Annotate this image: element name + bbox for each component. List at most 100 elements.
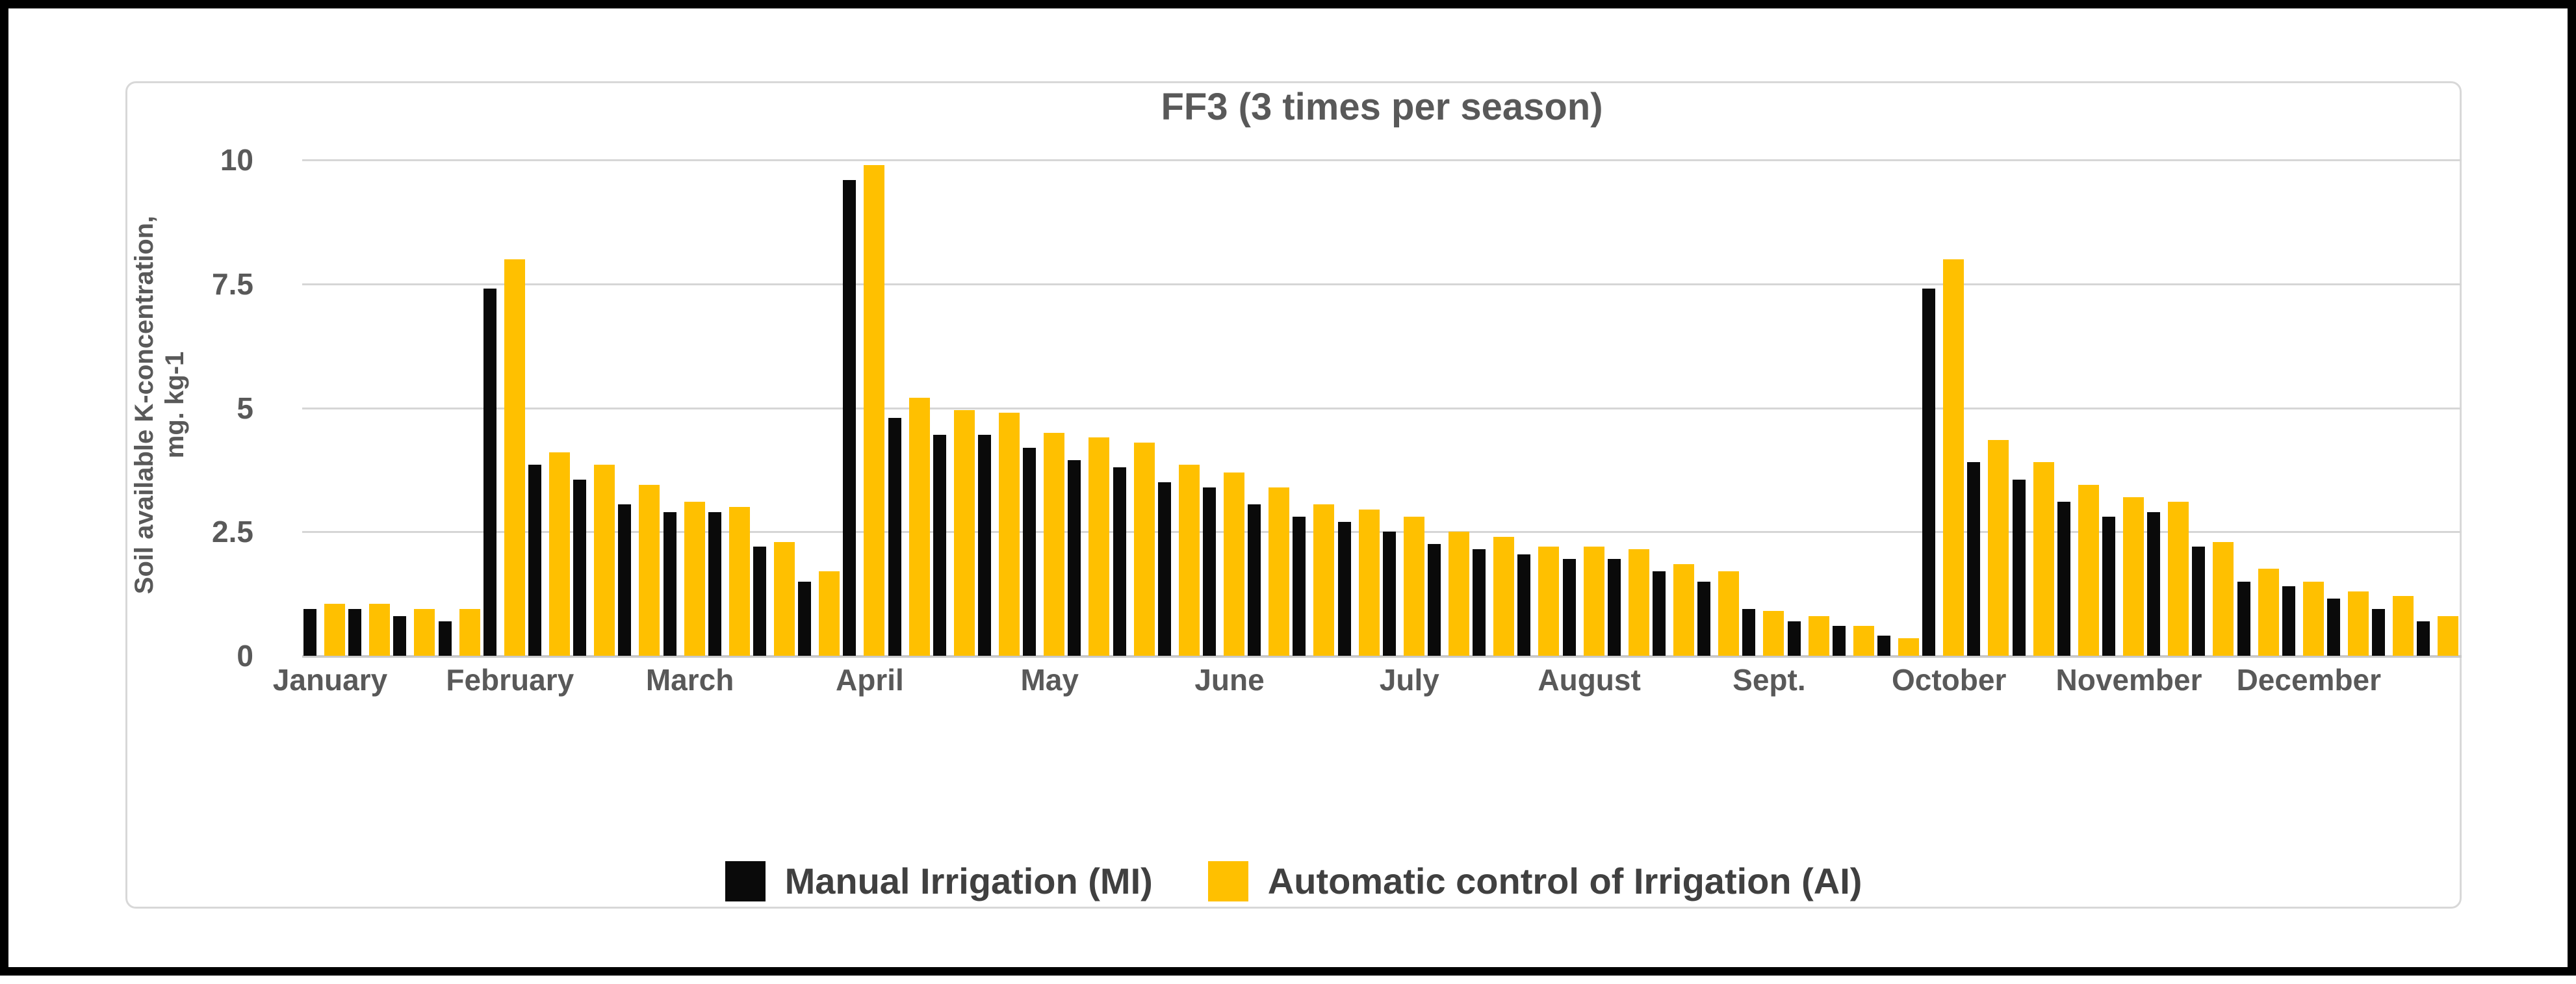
y-tick-label: 7.5 [212,266,253,301]
bar-ai [414,609,435,656]
bar-ai [774,542,795,656]
y-tick-label: 0 [237,639,253,673]
legend-label-mi: Manual Irrigation (MI) [784,861,1153,901]
bar-mi [843,180,857,656]
bar-mi [933,435,946,656]
bar-ai [2302,582,2324,656]
bar-ai [684,502,705,656]
bar-ai [2168,502,2189,656]
bar-mi [1428,544,1441,656]
bar-mi [1832,626,1846,656]
bar-ai [819,571,840,656]
bar-mi [1562,559,1576,656]
bar-mi [1967,462,1981,656]
bar-ai [1224,473,1244,656]
bar-mi [2327,599,2340,656]
legend-item-mi: Manual Irrigation (MI) [725,860,1153,902]
y-tick-label: 10 [220,143,253,177]
bar-mi [888,418,901,656]
legend-label-ai: Automatic control of Irrigation (AI) [1267,861,1862,901]
bar-ai [728,507,750,656]
bar-mi [2102,517,2115,656]
bar-mi [1653,571,1666,656]
bar-ai [2348,591,2369,656]
bar-mi [1473,549,1486,656]
bar-ai [594,465,615,656]
bar-mi [1293,517,1306,656]
bar-mi [663,512,676,656]
bar-mi [1697,582,1711,656]
bar-mi [1607,559,1621,656]
bar-mi [1023,448,1037,656]
bar-mi [2057,502,2070,656]
x-axis-label-february: February [446,663,574,697]
gridline-y-5 [302,407,2462,409]
bar-mi [1203,487,1216,656]
bar-mi [1337,522,1351,656]
chart-title: FF3 (3 times per season) [1161,86,1603,128]
bar-ai [1493,537,1515,656]
bar-ai [1988,440,2009,656]
bar-mi [798,582,812,656]
bar-ai [1358,510,1380,656]
bar-mi [1517,554,1531,656]
x-axis-label-january: January [272,663,388,697]
bar-ai [504,259,525,656]
x-axis-label-march: March [645,663,734,697]
bar-mi [2147,512,2161,656]
plot-area: 0 2.5 5 7.5 10 January February March April May Ju… [8,8,2576,984]
bar-ai [1898,638,1919,656]
bar-ai [1269,487,1290,656]
bar-mi [528,465,541,656]
x-axis-label-november: November [2055,663,2202,697]
bar-ai [369,604,391,656]
bar-mi [2417,621,2430,656]
bar-ai [908,398,930,656]
x-axis-label-december: December [2236,663,2382,697]
bar-ai [2258,569,2279,656]
bar-mi [2372,609,2386,656]
bar-mi [348,609,362,656]
gridline-y-7.5 [302,283,2462,285]
gridline-y-2.5 [302,531,2462,534]
bar-ai [1943,259,1964,656]
y-tick-label: 2.5 [212,515,253,549]
bar-ai [324,604,345,656]
bar-mi [978,435,991,656]
x-axis-label-april: April [836,663,904,697]
bar-ai [639,485,660,656]
x-axis-label-may: May [1020,663,1079,697]
bar-ai [1044,433,1065,656]
bar-mi [1382,532,1396,656]
bar-ai [1673,564,1694,656]
bar-mi [753,547,766,656]
bar-mi [2237,582,2250,656]
x-axis-label-june: June [1194,663,1265,697]
bar-mi [1877,636,1890,656]
bar-ai [2033,462,2054,656]
bar-mi [573,480,587,656]
x-axis-label-sept: Sept. [1732,663,1806,697]
bar-mi [483,289,496,656]
bar-ai [1763,611,1784,656]
bar-mi [2012,480,2026,656]
bar-mi [1157,482,1171,656]
bar-ai [2213,542,2234,656]
legend: Manual Irrigation (MI) Automatic control… [125,860,2462,902]
x-axis-label-july: July [1379,663,1439,697]
bar-ai [1088,437,1110,656]
bar-ai [953,410,975,656]
gridline-y-10 [302,159,2462,161]
bar-ai [1808,616,1829,656]
bar-ai [2078,485,2099,656]
legend-item-ai: Automatic control of Irrigation (AI) [1207,860,1862,902]
bar-mi [303,609,316,656]
mi-legend-swatch-icon [725,861,766,901]
bar-ai [999,413,1020,656]
bar-ai [864,165,885,656]
ai-legend-swatch-icon [1207,861,1248,901]
bar-mi [2192,547,2206,656]
bar-ai [1403,517,1424,656]
bar-mi [1787,621,1801,656]
bar-ai [1133,443,1155,656]
